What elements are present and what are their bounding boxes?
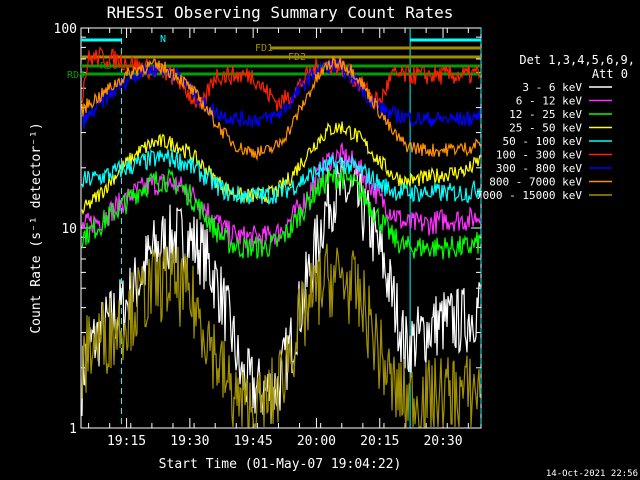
- x-tick-label: 20:15: [360, 434, 399, 449]
- generated-timestamp: 14-Oct-2021 22:56: [546, 469, 638, 479]
- chart-title: RHESSI Observing Summary Count Rates: [107, 3, 454, 22]
- series-line: [81, 57, 481, 130]
- legend-entry-label: 12 - 25 keV: [509, 108, 582, 121]
- x-tick-label: 20:00: [297, 434, 336, 449]
- x-tick-label: 20:30: [423, 434, 462, 449]
- legend-entry-label: 300 - 800 keV: [496, 162, 582, 175]
- series-line: [81, 243, 481, 428]
- series-line: [81, 45, 481, 112]
- x-axis-label: Start Time (01-May-07 19:04:22): [159, 457, 402, 472]
- legend-entry-label: 100 - 300 keV: [496, 149, 582, 162]
- y-tick-label: 1: [69, 422, 77, 437]
- x-tick-label: 19:15: [107, 434, 146, 449]
- legend-header-line1: Det 1,3,4,5,6,9,: [519, 53, 635, 67]
- legend-entry-label: 800 - 7000 keV: [489, 176, 582, 189]
- legend-entry-label: 3 - 6 keV: [522, 81, 582, 94]
- legend-entry-label: 7000 - 15000 keV: [476, 189, 582, 202]
- series-line: [81, 56, 481, 162]
- series-line: [81, 141, 481, 249]
- y-tick-label: 100: [54, 22, 77, 37]
- series-layer: [81, 45, 481, 428]
- y-axis-label: Count Rate (s⁻¹ detector⁻¹): [29, 122, 44, 333]
- series-line: [81, 148, 481, 206]
- x-tick-label: 19:30: [170, 434, 209, 449]
- y-tick-label: 10: [61, 222, 77, 237]
- series-line: [81, 164, 481, 260]
- x-tick-label: 19:45: [234, 434, 273, 449]
- legend-entry-label: 50 - 100 keV: [503, 135, 583, 148]
- flag-label-n: N: [160, 34, 166, 45]
- series-line: [81, 121, 481, 216]
- flag-label-fd2: FD2: [288, 52, 306, 63]
- flag-label-fd1: FD1: [255, 43, 273, 54]
- legend-header-line2: Att 0: [592, 67, 628, 81]
- legend-entry-label: 6 - 12 keV: [516, 95, 583, 108]
- legend-entry-label: 25 - 50 keV: [509, 122, 582, 135]
- flag-label-rd4: RD4: [67, 70, 85, 81]
- plot-frame-layer: 1 10 100 19:15 19:30 19:45 20:00 20:15 20:30: [54, 22, 482, 449]
